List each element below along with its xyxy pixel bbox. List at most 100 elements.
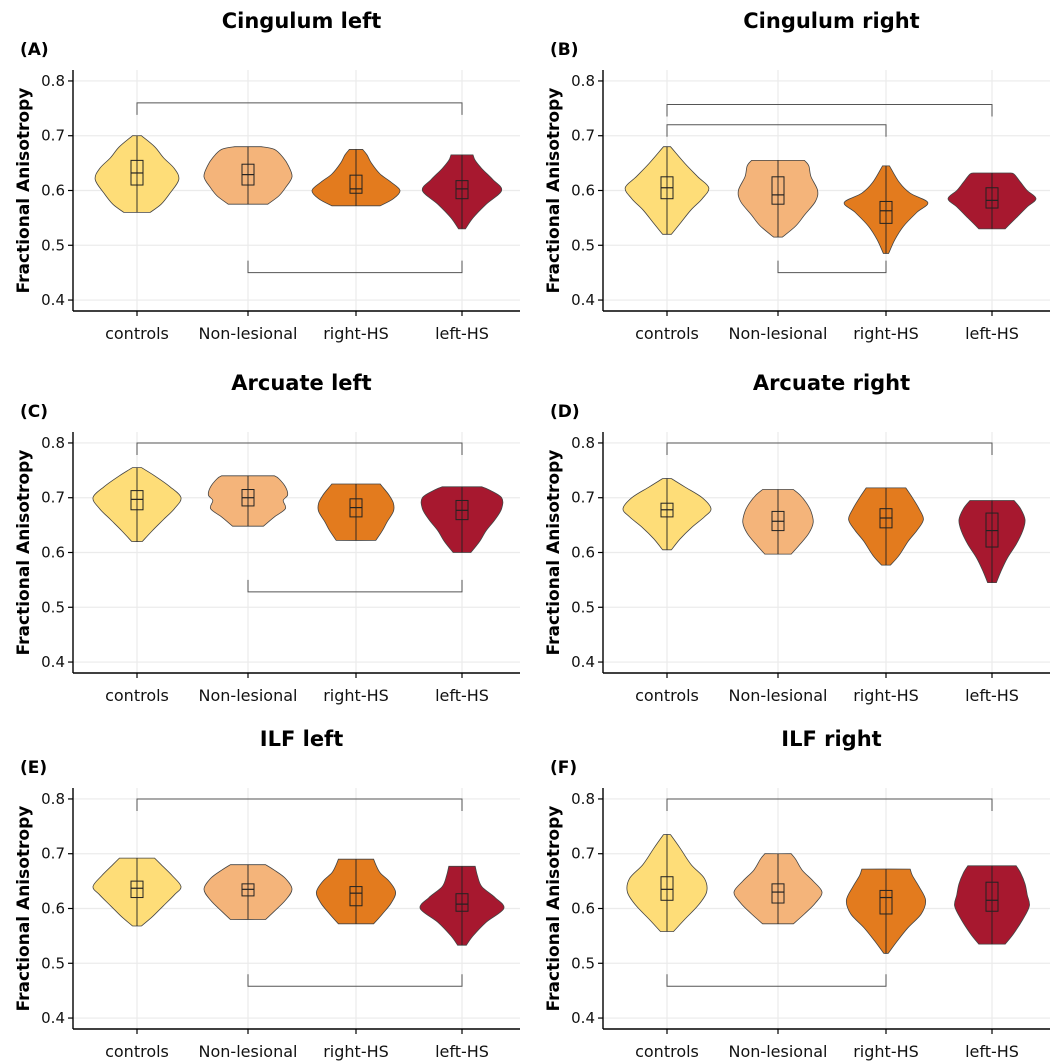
x-tick-label: left-HS [435,1042,489,1061]
panel-B: Cingulum right (B) 0.4 0.5 0.6 0.7 0.8 Fraction… [544,9,1050,343]
x-tick-label: Non-lesional [729,324,828,343]
y-tick-label: 0.8 [41,434,65,452]
panel-title: ILF right [781,727,881,751]
y-tick-label: 0.6 [41,544,65,562]
x-tick-label: right-HS [853,1042,919,1061]
y-tick-label: 0.6 [41,182,65,200]
y-tick-label: 0.6 [571,544,595,562]
y-axis-label: Fractional Anisotropy [544,88,564,294]
x-tick-label: left-HS [435,324,489,343]
y-tick-label: 0.4 [41,291,65,309]
significance-bracket [136,102,463,115]
panel-label: (B) [550,40,579,60]
y-tick-label: 0.8 [41,790,65,808]
y-axis-label: Fractional Anisotropy [14,806,34,1012]
significance-bracket [136,798,463,811]
significance-bracket [666,798,993,811]
panel-label: (E) [20,758,47,778]
y-tick-label: 0.5 [571,598,595,616]
x-tick-label: right-HS [853,686,919,705]
significance-bracket [666,974,887,987]
significance-bracket [666,124,887,137]
significance-bracket [247,260,463,274]
y-tick-label: 0.5 [571,954,595,972]
x-tick-label: controls [635,324,699,343]
y-tick-label: 0.5 [41,954,65,972]
x-tick-label: controls [105,686,169,705]
panel-title: Cingulum right [743,9,919,33]
panel-label: (D) [550,402,580,422]
x-tick-label: left-HS [435,686,489,705]
box-right-HS [879,889,893,915]
y-tick-label: 0.4 [41,653,65,671]
x-tick-label: Non-lesional [729,686,828,705]
y-axis-label: Fractional Anisotropy [544,806,564,1012]
y-tick-label: 0.5 [571,236,595,254]
panel-label: (A) [20,40,49,60]
panel-C: Arcuate left (C) 0.4 0.5 0.6 0.7 0.8 Fractional… [14,371,520,705]
box-controls [130,490,144,511]
y-tick-label: 0.6 [571,182,595,200]
y-tick-label: 0.7 [41,489,65,507]
y-tick-label: 0.4 [571,653,595,671]
x-tick-label: left-HS [965,324,1019,343]
panel-title: Cingulum left [222,9,382,33]
y-tick-label: 0.4 [571,291,595,309]
panel-A: Cingulum left (A) 0.4 0.5 0.6 0.7 0.8 Fractiona… [14,9,520,343]
box-left-HS [455,893,469,912]
y-axis-label: Fractional Anisotropy [14,450,34,656]
y-tick-label: 0.6 [41,900,65,918]
x-tick-label: right-HS [853,324,919,343]
box-left-HS [985,187,999,209]
panel-title: ILF left [260,727,343,751]
x-tick-label: right-HS [323,686,389,705]
x-tick-label: controls [635,686,699,705]
significance-bracket [247,579,463,593]
box-right-HS [879,200,893,224]
x-tick-label: Non-lesional [199,1042,298,1061]
y-tick-label: 0.8 [571,790,595,808]
x-tick-label: Non-lesional [729,1042,828,1061]
x-tick-label: right-HS [323,324,389,343]
y-tick-label: 0.5 [41,236,65,254]
significance-bracket [136,442,463,455]
panel-F: ILF right (F) 0.4 0.5 0.6 0.7 0.8 Fractional An… [544,727,1050,1061]
y-tick-label: 0.8 [571,72,595,90]
y-tick-label: 0.4 [41,1009,65,1027]
x-tick-label: left-HS [965,1042,1019,1061]
box-controls [130,880,144,899]
x-tick-label: Non-lesional [199,324,298,343]
y-tick-label: 0.7 [571,845,595,863]
x-tick-label: left-HS [965,686,1019,705]
y-axis-label: Fractional Anisotropy [14,88,34,294]
panel-title: Arcuate right [753,371,910,395]
x-tick-label: controls [635,1042,699,1061]
y-tick-label: 0.7 [571,127,595,145]
x-tick-label: right-HS [323,1042,389,1061]
x-tick-label: controls [105,1042,169,1061]
y-tick-label: 0.4 [571,1009,595,1027]
x-tick-label: controls [105,324,169,343]
significance-bracket [666,442,993,455]
box-Non-lesional [771,883,785,904]
panel-title: Arcuate left [231,371,371,395]
box-left-HS [455,180,469,200]
box-controls [660,876,674,901]
y-axis-label: Fractional Anisotropy [544,450,564,656]
box-right-HS [349,886,363,907]
panel-label: (F) [550,758,577,778]
x-tick-label: Non-lesional [199,686,298,705]
box-Non-lesional [771,176,785,205]
panel-label: (C) [20,402,48,422]
y-tick-label: 0.5 [41,598,65,616]
box-left-HS [985,881,999,912]
significance-bracket [666,104,993,117]
y-tick-label: 0.8 [571,434,595,452]
significance-bracket [247,974,463,987]
panel-E: ILF left (E) 0.4 0.5 0.6 0.7 0.8 Fractional Ani… [14,727,520,1061]
significance-bracket [777,260,887,274]
y-tick-label: 0.6 [571,900,595,918]
panel-D: Arcuate right (D) 0.4 0.5 0.6 0.7 0.8 Fractiona… [544,371,1050,705]
y-tick-label: 0.8 [41,72,65,90]
